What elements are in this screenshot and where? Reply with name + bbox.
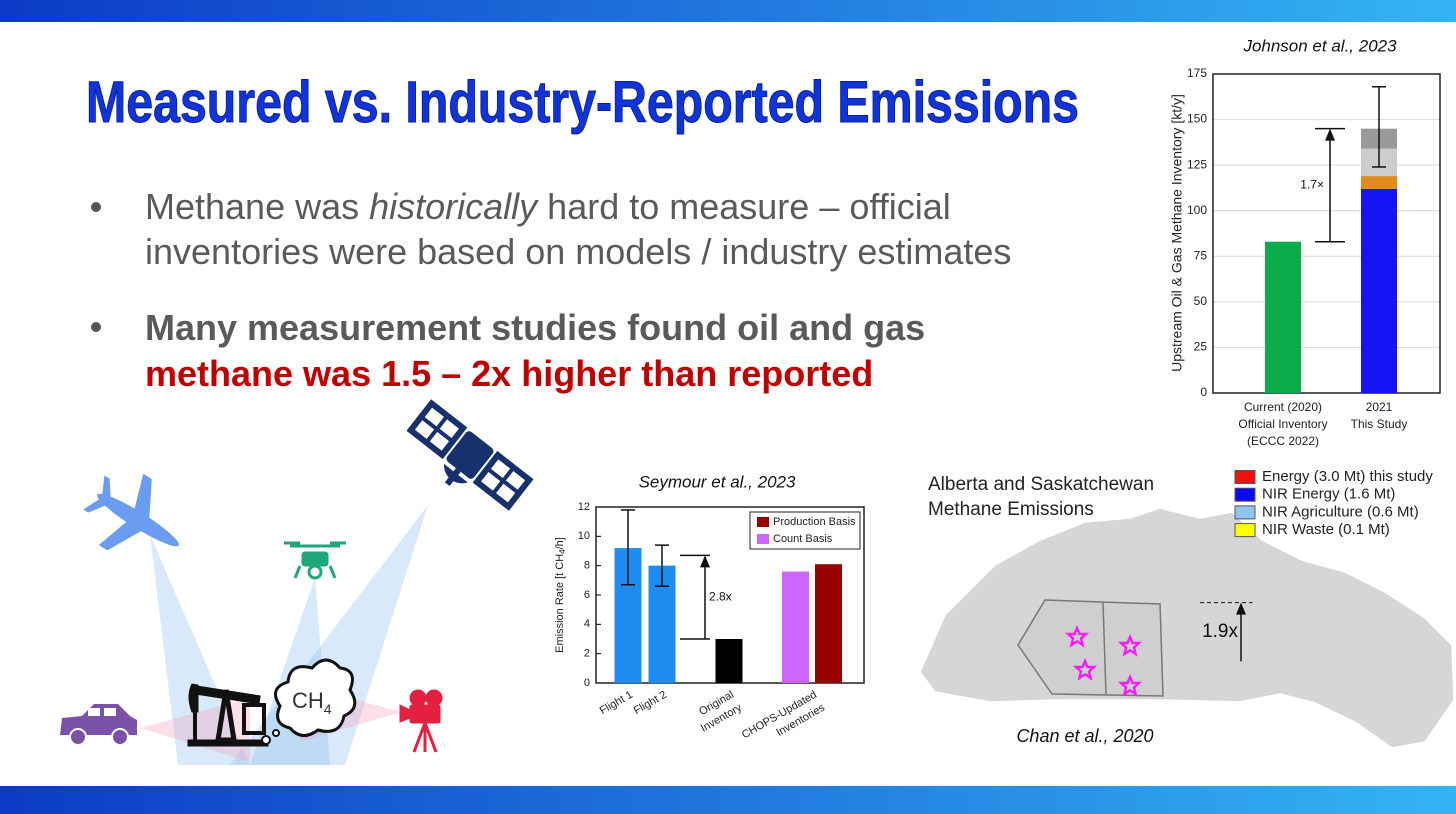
- x-tick-label: Current (2020): [1244, 400, 1322, 414]
- y-tick-label: 4: [584, 618, 590, 630]
- satellite-icon: [406, 399, 534, 511]
- legend-swatch: [1234, 470, 1256, 484]
- y-axis-label: Emission Rate [t CH4/h]: [554, 537, 567, 653]
- plot-frame: [1212, 73, 1441, 394]
- cloud-icon: CH4: [274, 658, 357, 737]
- chart-title: Methane Emissions: [928, 499, 1094, 520]
- bar-segment: [1265, 241, 1301, 393]
- car-icon: [60, 704, 137, 746]
- x-tick-label: Flight 1: [598, 689, 635, 717]
- annotation-label: 1.9x: [1202, 621, 1238, 642]
- x-tick-label: This Study: [1351, 417, 1408, 431]
- bullet-line: Many measurement studies found oil and g…: [145, 307, 925, 348]
- y-tick-label: 25: [1194, 340, 1208, 354]
- slide-title: Measured vs. Industry-Reported Emissions: [86, 70, 1079, 135]
- annotation-label: 1.7×: [1300, 177, 1324, 191]
- legend-label: Production Basis: [773, 516, 856, 528]
- bullet-dot: [91, 202, 101, 212]
- camera-icon: [399, 689, 443, 753]
- land: [919, 507, 1455, 749]
- y-tick-label: 50: [1194, 294, 1208, 308]
- y-tick-label: 12: [578, 501, 590, 513]
- map: [919, 507, 1455, 749]
- chart-source: Seymour et al., 2023: [639, 472, 796, 491]
- legend-swatch: [757, 534, 769, 544]
- annotation-label: 2.8x: [709, 589, 732, 603]
- chart-source: Chan et al., 2020: [1016, 726, 1153, 746]
- y-tick-label: 75: [1194, 248, 1208, 262]
- legend-label: NIR Agriculture (0.6 Mt): [1262, 503, 1419, 520]
- bottom-band: [0, 786, 1456, 814]
- x-tick-label: (ECCC 2022): [1247, 434, 1319, 448]
- chart-title: Alberta and Saskatchewan: [928, 474, 1154, 495]
- y-tick-label: 125: [1187, 157, 1207, 171]
- bullet-line: methane was 1.5 – 2x higher than reporte…: [145, 353, 873, 394]
- legend-swatch: [1234, 523, 1256, 538]
- legend-swatch: [757, 517, 769, 527]
- x-tick-label: Official Inventory: [1238, 417, 1327, 431]
- illustration: CH4: [60, 399, 534, 765]
- text-run: Emission Rate [t CH: [554, 554, 566, 653]
- legend-label: NIR Energy (1.6 Mt): [1262, 486, 1395, 503]
- y-axis-label: Upstream Oil & Gas Methane Inventory [kt…: [1169, 94, 1185, 372]
- pumpjack-icon: [187, 683, 280, 747]
- text-run: CH: [292, 688, 324, 713]
- text-run: 4: [558, 549, 567, 554]
- bar-segment: [1361, 176, 1397, 189]
- plane-icon: [83, 473, 179, 551]
- text-run: hard to measure – official: [537, 186, 951, 227]
- province-border: [1102, 601, 1107, 696]
- x-tick-label: 2021: [1366, 400, 1393, 414]
- y-tick-label: 0: [584, 677, 590, 689]
- arrow-head: [700, 555, 710, 568]
- bullet-line: inventories were based on models / indus…: [145, 231, 1011, 272]
- bar-segment: [1361, 188, 1397, 393]
- text-run: Methane was: [145, 186, 369, 227]
- drone-icon: [284, 541, 346, 580]
- province-outline: [1017, 599, 1164, 697]
- bullet-line: Methane was historically hard to measure…: [145, 186, 951, 227]
- bar: [815, 564, 842, 683]
- y-tick-label: 10: [578, 530, 590, 542]
- y-tick-label: 150: [1187, 112, 1207, 126]
- cloud-label: CH4: [292, 688, 332, 717]
- bar: [715, 639, 743, 683]
- top-band: [0, 0, 1456, 22]
- text-run: inventories were based on models / indus…: [145, 231, 1011, 272]
- y-tick-label: 175: [1187, 66, 1207, 80]
- bullet-dot: [91, 322, 101, 332]
- legend-swatch: [1234, 487, 1256, 502]
- y-tick-label: 2: [584, 648, 590, 660]
- text-run: historically: [369, 186, 539, 227]
- y-tick-label: 6: [584, 589, 590, 601]
- text-run: 4: [324, 701, 332, 717]
- text-run: /h]: [554, 537, 566, 549]
- y-tick-label: 0: [1200, 385, 1207, 399]
- arrow-head: [1236, 602, 1246, 615]
- bar: [782, 571, 809, 683]
- legend-swatch: [1234, 505, 1256, 520]
- legend-label: NIR Waste (0.1 Mt): [1262, 521, 1390, 538]
- chart-source: Johnson et al., 2023: [1242, 36, 1397, 55]
- arrow-head: [1325, 128, 1335, 141]
- legend-label: Count Basis: [773, 533, 833, 545]
- y-tick-label: 100: [1187, 203, 1207, 217]
- legend-label: Energy (3.0 Mt) this study: [1262, 468, 1433, 485]
- x-tick-label: Flight 2: [632, 689, 669, 717]
- y-tick-label: 8: [584, 560, 590, 572]
